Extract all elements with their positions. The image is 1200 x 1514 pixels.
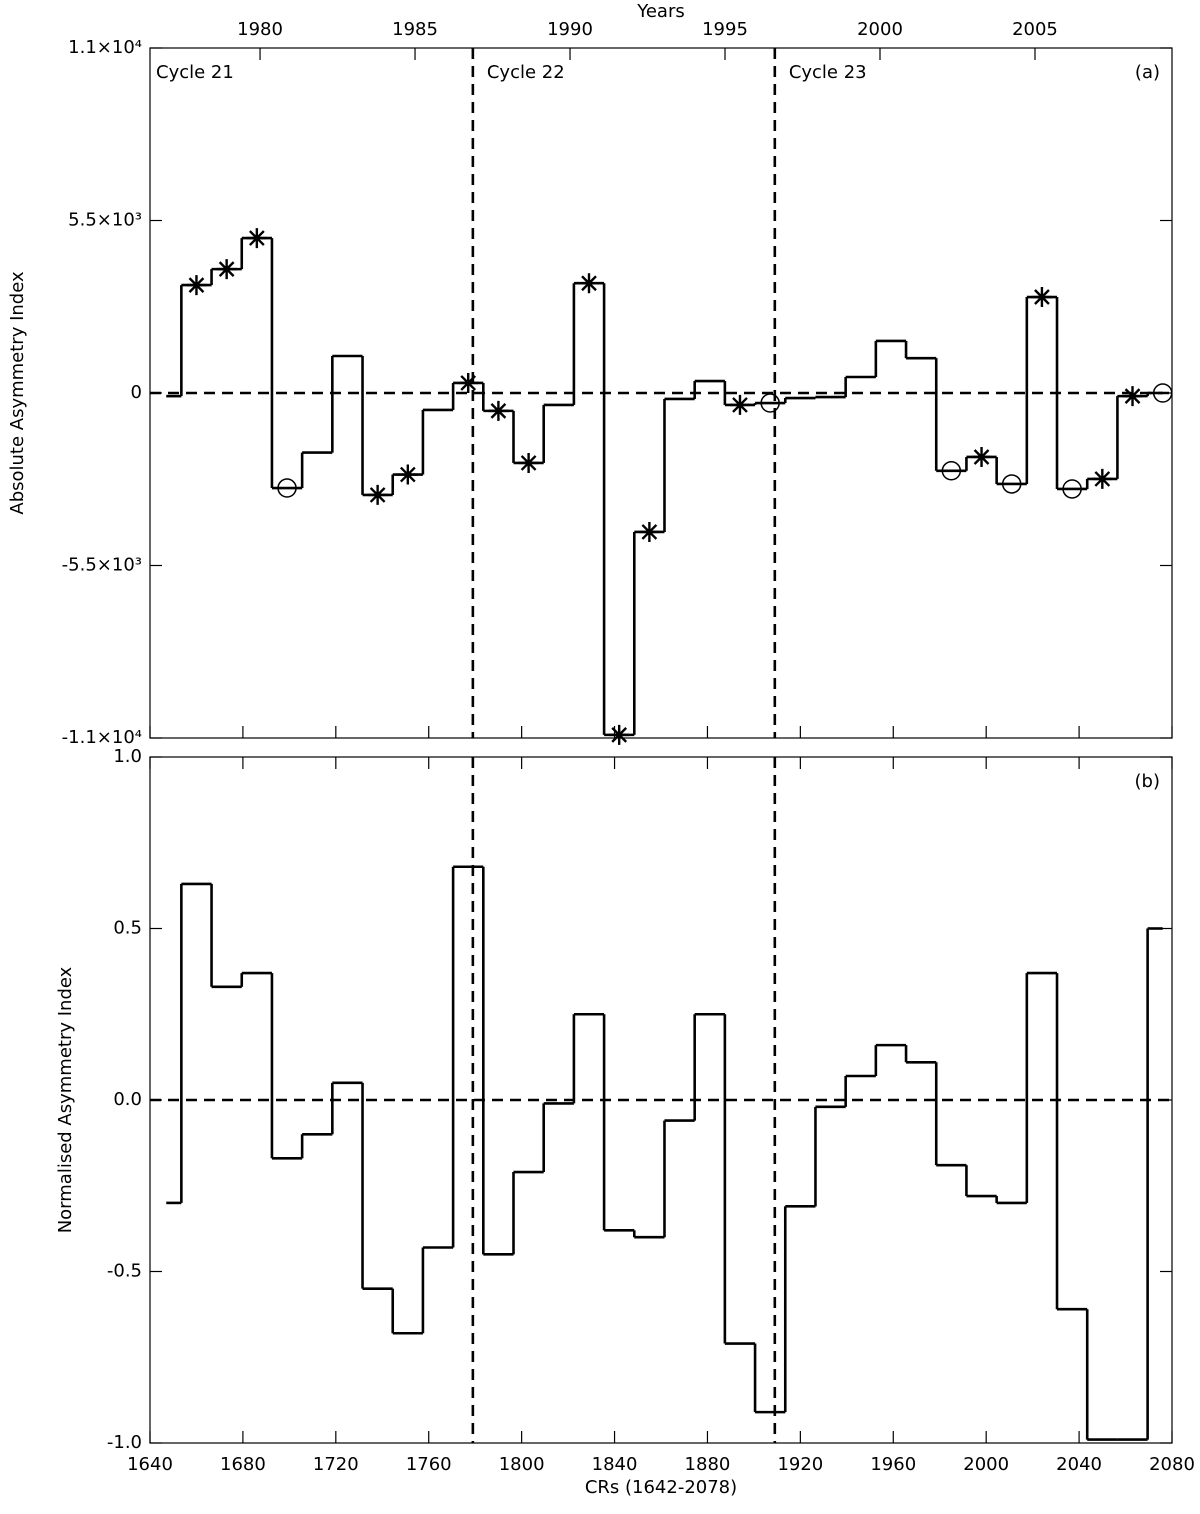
y-tick-label: 0.0 xyxy=(113,1089,142,1110)
x2-tick-label: 1980 xyxy=(237,19,283,40)
asterisk-marker xyxy=(246,228,267,249)
asterisk-marker xyxy=(397,464,418,485)
circle-marker xyxy=(277,478,297,498)
asterisk-marker xyxy=(1031,287,1052,308)
x-tick-label: 1680 xyxy=(220,1454,266,1475)
x2-tick-label: 1985 xyxy=(392,19,438,40)
asterisk-marker xyxy=(1122,386,1143,407)
asterisk-marker xyxy=(186,275,207,296)
asterisk-marker xyxy=(639,521,660,542)
circle-marker xyxy=(1001,474,1022,494)
x-tick-label: 2080 xyxy=(1149,1454,1195,1475)
x-tick-label: 2000 xyxy=(963,1454,1009,1475)
x2-tick-label: 2000 xyxy=(857,19,903,40)
asterisk-marker xyxy=(971,446,992,467)
x2-tick-label: 1990 xyxy=(547,19,593,40)
panel-label: (b) xyxy=(1135,771,1160,792)
x2-tick-label: 2005 xyxy=(1012,19,1058,40)
cycle-label: Cycle 23 xyxy=(789,62,867,83)
asterisk-marker xyxy=(216,259,237,280)
asterisk-marker xyxy=(729,394,750,415)
x-tick-label: 1720 xyxy=(313,1454,359,1475)
circle-marker xyxy=(760,393,780,413)
circle-marker xyxy=(1062,479,1082,499)
y-tick-label: 0.5 xyxy=(113,918,142,939)
asterisk-marker xyxy=(578,273,599,294)
asterisk-marker xyxy=(1092,468,1113,489)
x-tick-label: 1920 xyxy=(777,1454,823,1475)
x-tick-label: 1640 xyxy=(127,1454,173,1475)
x-tick-label: 1880 xyxy=(685,1454,731,1475)
y-tick-label: -1.1×10⁴ xyxy=(62,727,142,748)
x-tick-label: 1840 xyxy=(592,1454,638,1475)
asterisk-marker xyxy=(488,400,509,421)
cycle-label: Cycle 21 xyxy=(156,62,234,83)
circle-marker xyxy=(1152,383,1173,403)
asterisk-marker xyxy=(367,484,388,505)
x2-axis-label: Years xyxy=(636,1,685,22)
y-axis-label: Absolute Asymmetry Index xyxy=(7,271,28,515)
cycle-label: Cycle 22 xyxy=(487,62,565,83)
y-tick-label: -5.5×10³ xyxy=(62,555,142,576)
y-tick-label: 0 xyxy=(131,382,142,403)
y-tick-label: -0.5 xyxy=(107,1261,142,1282)
y-tick-label: 1.0 xyxy=(113,746,142,767)
x-tick-label: 1800 xyxy=(499,1454,545,1475)
y-tick-label: 5.5×10³ xyxy=(68,210,142,231)
y-axis-label: Normalised Asymmetry Index xyxy=(55,966,76,1233)
y-tick-label: -1.0 xyxy=(107,1432,142,1453)
asterisk-marker xyxy=(458,372,479,393)
circle-marker xyxy=(941,461,962,481)
x-tick-label: 1760 xyxy=(406,1454,452,1475)
asterisk-marker xyxy=(609,724,630,745)
x-tick-label: 2040 xyxy=(1056,1454,1102,1475)
x2-tick-label: 1995 xyxy=(702,19,748,40)
x-tick-label: 1960 xyxy=(870,1454,916,1475)
x-axis-label: CRs (1642-2078) xyxy=(585,1477,737,1498)
panel-label: (a) xyxy=(1135,62,1160,83)
asterisk-marker xyxy=(518,452,539,473)
y-tick-label: 1.1×10⁴ xyxy=(68,37,142,58)
